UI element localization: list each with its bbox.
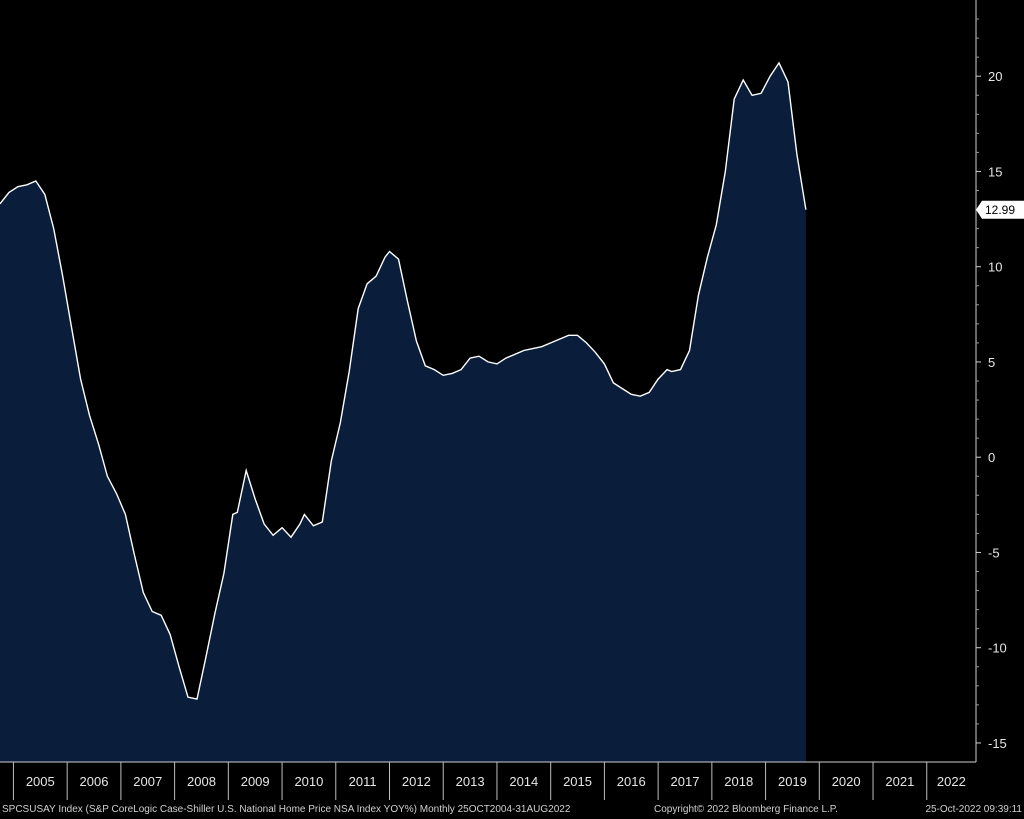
x-tick-label: 2009 [241, 774, 270, 789]
x-tick-label: 2016 [617, 774, 646, 789]
last-value-text: 12.99 [985, 203, 1015, 217]
footer-copyright: Copyright© 2022 Bloomberg Finance L.P. [654, 804, 838, 815]
y-tick-label: -5 [988, 545, 1000, 560]
area-fill [0, 62, 806, 762]
y-tick-label: 20 [988, 69, 1002, 84]
x-tick-label: 2022 [937, 774, 966, 789]
x-tick-label: 2010 [294, 774, 323, 789]
footer-timestamp: 25-Oct-2022 09:39:11 [925, 804, 1022, 815]
y-axis: 20 15 10 5 0 -5 -10 -15 [975, 0, 1007, 762]
series-line [0, 61, 807, 700]
x-axis: 2005 2006 2007 2008 2009 2010 2011 2012 2013 2014… [0, 761, 976, 800]
x-tick-label: 2008 [187, 774, 216, 789]
x-tick-label: 2020 [832, 774, 861, 789]
y-tick-label: 5 [988, 355, 995, 370]
last-value-shape [976, 200, 1024, 219]
x-tick-label: 2006 [80, 774, 109, 789]
last-value-badge: 12.99 [976, 200, 1024, 219]
x-tick-label: 2011 [349, 774, 377, 789]
x-tick-label: 2007 [133, 774, 162, 789]
x-tick-label: 2014 [509, 774, 538, 789]
y-tick-label: 15 [988, 164, 1002, 179]
y-tick-label: -15 [988, 736, 1007, 751]
x-tick-label: 2013 [456, 774, 485, 789]
x-tick-label: 2012 [402, 774, 431, 789]
x-tick-label: 2018 [724, 774, 753, 789]
y-tick-label: 10 [988, 260, 1002, 275]
footer-description: SPCSUSAY Index (S&P CoreLogic Case-Shill… [2, 804, 571, 815]
y-tick-label: 0 [988, 450, 995, 465]
y-tick-label: -10 [988, 641, 1007, 656]
footer: SPCSUSAY Index (S&P CoreLogic Case-Shill… [0, 800, 1024, 819]
x-tick-label: 2015 [563, 774, 592, 789]
x-tick-label: 2021 [885, 774, 914, 789]
x-tick-label: 2005 [26, 774, 55, 789]
x-tick-label: 2017 [671, 774, 700, 789]
x-tick-label: 2019 [778, 774, 807, 789]
plot-area [0, 61, 807, 762]
